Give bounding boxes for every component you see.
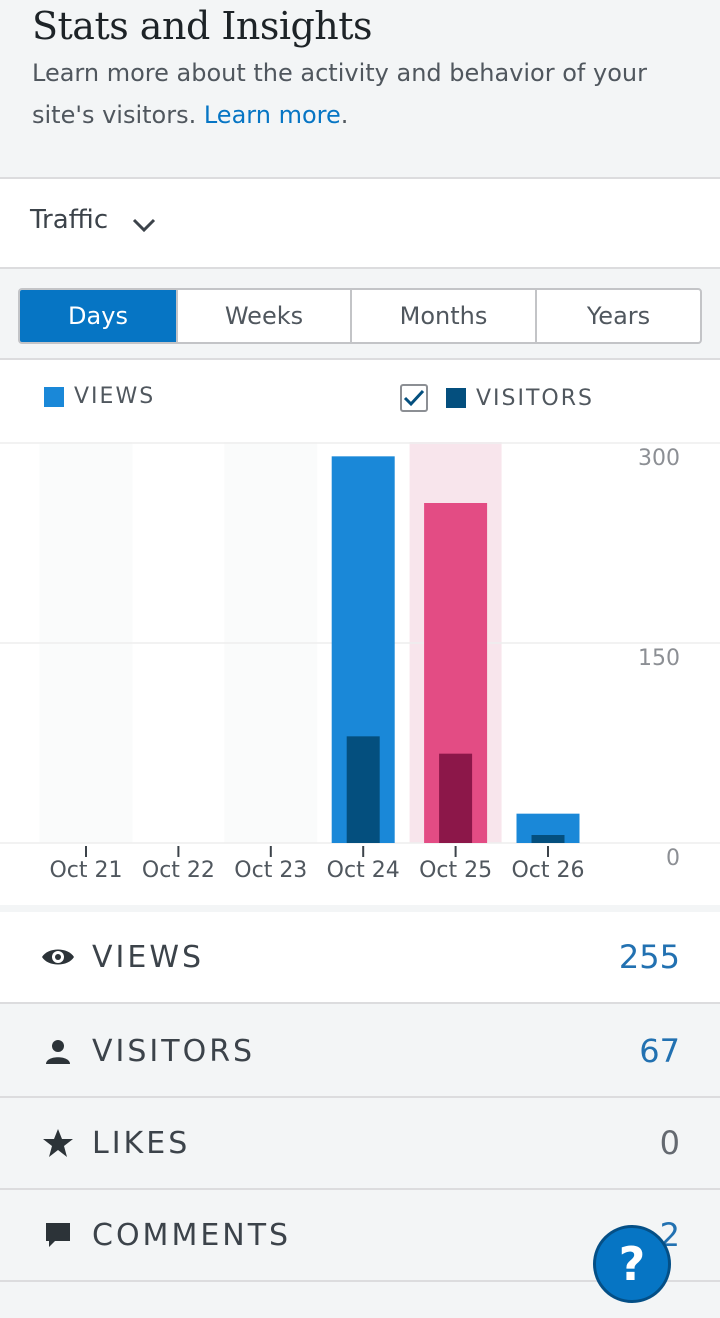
help-button[interactable]: ? [593, 1225, 671, 1303]
visitors-bar [439, 753, 473, 843]
tab-years[interactable]: Years [586, 302, 651, 330]
description-text: Learn more about the activity and behavi… [32, 59, 647, 129]
visitors-checkbox[interactable] [400, 384, 428, 412]
x-tick-label: Oct 23 [234, 858, 307, 883]
stat-row-likes[interactable]: LIKES 0 [0, 1098, 720, 1190]
stat-label-comments: COMMENTS [92, 1217, 292, 1253]
chart-panel: VIEWS VISITORS 300 150 0 Oct 21 Oct 22 Oct 23… [0, 358, 720, 905]
comment-icon [40, 1217, 76, 1253]
tab-days[interactable]: Days [20, 290, 178, 342]
visitors-swatch [446, 388, 466, 408]
tab-months[interactable]: Months [352, 290, 537, 342]
legend-visitors[interactable]: VISITORS [400, 384, 594, 412]
legend-views: VIEWS [44, 384, 155, 409]
description-period: . [340, 101, 349, 129]
chart-legend: VIEWS VISITORS [0, 360, 720, 442]
visitors-bar [346, 736, 380, 843]
views-swatch [44, 386, 64, 407]
y-tick-label: 150 [638, 646, 680, 671]
x-tick-label: Oct 21 [49, 858, 122, 883]
person-icon [40, 1033, 76, 1069]
stats-type-dropdown[interactable]: Traffic [0, 177, 720, 269]
y-tick-label: 300 [638, 446, 680, 471]
eye-icon [40, 939, 76, 975]
page-title: Stats and Insights [32, 4, 373, 48]
legend-views-label: VIEWS [74, 384, 156, 409]
stat-row-visitors[interactable]: VISITORS 67 [0, 1006, 720, 1098]
traffic-chart: 300 150 0 Oct 21 Oct 22 Oct 23 Oct 24 Oct 25 Oct… [0, 442, 720, 883]
stat-row-views[interactable]: VIEWS 255 [0, 912, 720, 1004]
y-tick-label: 0 [666, 846, 680, 871]
learn-more-link[interactable]: Learn more [203, 101, 341, 129]
legend-visitors-label: VISITORS [476, 385, 594, 411]
page-header: Stats and Insights Learn more about the … [0, 0, 720, 177]
stat-value-views: 255 [618, 938, 680, 976]
stat-label-likes: LIKES [92, 1125, 191, 1161]
stat-value-visitors: 67 [639, 1032, 680, 1070]
x-tick-label: Oct 26 [511, 858, 584, 883]
chevron-down-icon [132, 218, 156, 233]
x-tick-label: Oct 24 [327, 858, 400, 883]
page-description: Learn more about the activity and behavi… [32, 52, 672, 136]
x-tick-label: Oct 22 [142, 858, 215, 883]
stats-type-label: Traffic [30, 205, 109, 235]
checkmark-icon [403, 389, 425, 407]
stat-value-likes: 0 [659, 1124, 680, 1162]
visitors-bar [531, 835, 565, 843]
star-icon [40, 1125, 76, 1161]
tab-weeks[interactable]: Weeks [178, 290, 352, 342]
stat-label-visitors: VISITORS [92, 1033, 256, 1069]
x-tick-label: Oct 25 [419, 858, 492, 883]
period-selector: Days Weeks Months Years [18, 288, 702, 344]
stat-label-views: VIEWS [92, 939, 205, 975]
